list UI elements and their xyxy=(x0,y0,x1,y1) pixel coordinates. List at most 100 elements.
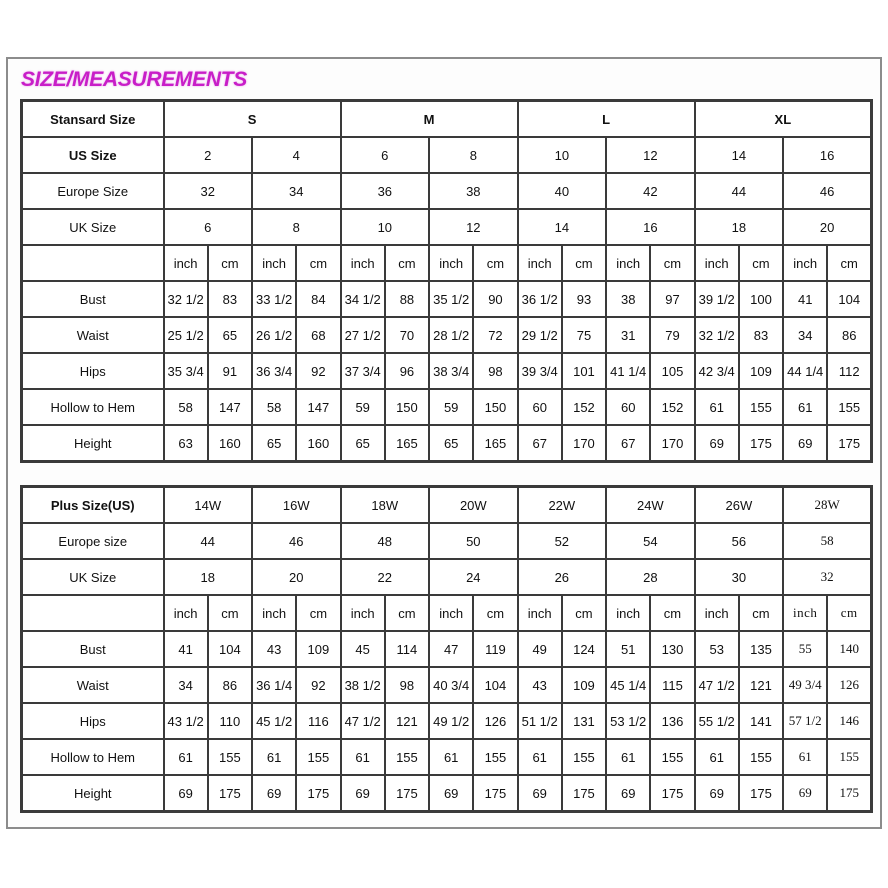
unit-header-inch: inch xyxy=(516,244,563,283)
size-value: 48 xyxy=(339,522,431,561)
measure-value: 69 xyxy=(251,774,298,813)
unit-header-cm: cm xyxy=(560,594,608,633)
row-label: Waist xyxy=(20,666,165,705)
measure-value: 68 xyxy=(295,316,342,355)
size-value: 2 xyxy=(162,136,253,175)
measure-value: 175 xyxy=(472,774,519,813)
size-value: 44 xyxy=(693,172,785,211)
measure-value: 175 xyxy=(826,774,873,813)
measure-value: 38 1/2 xyxy=(339,666,386,705)
size-value: 42 xyxy=(605,172,696,211)
size-value: 4 xyxy=(251,136,342,175)
measure-value: 53 xyxy=(693,630,740,669)
measure-value: 175 xyxy=(383,774,431,813)
measure-value: 160 xyxy=(206,424,254,463)
measure-value: 63 xyxy=(162,424,209,463)
unit-header-cm: cm xyxy=(826,244,873,283)
unit-header-cm: cm xyxy=(826,594,873,633)
plus-size-16w: 16W xyxy=(251,485,342,525)
measure-value: 61 xyxy=(251,738,298,777)
measure-value: 109 xyxy=(295,630,342,669)
size-value: 36 xyxy=(339,172,431,211)
unit-header-inch: inch xyxy=(782,594,829,633)
plus-measure-row: Hollow to Hem 61 155 61 155 61 155 61 155 61 155 61… xyxy=(20,738,873,777)
measure-value: 115 xyxy=(649,666,696,705)
measure-value: 84 xyxy=(295,280,342,319)
unit-header-inch: inch xyxy=(782,244,829,283)
measure-value: 112 xyxy=(826,352,873,391)
measure-value: 140 xyxy=(826,630,873,669)
plus-measure-row: Bust 41 104 43 109 45 114 47 119 49 124 51 130 53 135 5… xyxy=(20,630,873,669)
unit-row-spacer xyxy=(20,594,165,633)
unit-header-cm: cm xyxy=(206,244,254,283)
measure-value: 92 xyxy=(295,352,342,391)
measure-value: 43 xyxy=(251,630,298,669)
size-value: 58 xyxy=(782,522,873,561)
measure-value: 41 xyxy=(782,280,829,319)
measure-value: 42 3/4 xyxy=(693,352,740,391)
measure-value: 126 xyxy=(472,702,519,741)
unit-header-inch: inch xyxy=(162,244,209,283)
measure-value: 69 xyxy=(516,774,563,813)
measure-value: 116 xyxy=(295,702,342,741)
plus-size-26w: 26W xyxy=(693,485,785,525)
plus-size-24w: 24W xyxy=(605,485,696,525)
measure-value: 175 xyxy=(295,774,342,813)
measure-value: 155 xyxy=(206,738,254,777)
measure-value: 131 xyxy=(560,702,608,741)
measure-value: 155 xyxy=(737,738,785,777)
measure-value: 124 xyxy=(560,630,608,669)
measure-value: 155 xyxy=(826,388,873,427)
measure-value: 104 xyxy=(826,280,873,319)
measure-value: 155 xyxy=(560,738,608,777)
measure-value: 150 xyxy=(472,388,519,427)
size-value: 46 xyxy=(251,522,342,561)
plus-size-table: Plus Size(US) 14W 16W 18W 20W 22W 24W 26W 28W Eur… xyxy=(20,485,874,814)
measure-value: 61 xyxy=(782,388,829,427)
measure-value: 170 xyxy=(649,424,696,463)
measure-value: 135 xyxy=(737,630,785,669)
standard-size-row: US Size 2 4 6 8 10 12 14 16 xyxy=(20,136,873,175)
size-group-l: L xyxy=(516,99,696,139)
unit-header-inch: inch xyxy=(250,244,298,283)
plus-size-row: UK Size 18 20 22 24 26 28 30 32 xyxy=(20,558,873,597)
measure-value: 47 1/2 xyxy=(339,702,386,741)
measure-value: 32 1/2 xyxy=(693,316,740,355)
size-value: 20 xyxy=(782,208,873,247)
unit-header-inch: inch xyxy=(339,594,386,633)
unit-header-inch: inch xyxy=(516,594,563,633)
measure-value: 61 xyxy=(339,738,386,777)
measure-value: 49 xyxy=(516,630,563,669)
measure-value: 175 xyxy=(826,424,873,463)
measure-value: 47 xyxy=(428,630,475,669)
row-label: Hollow to Hem xyxy=(20,388,165,427)
measure-value: 65 xyxy=(428,424,475,463)
standard-measure-row: Bust 32 1/2 83 33 1/2 84 34 1/2 88 35 1/2 90 36 1… xyxy=(20,280,873,319)
size-value: 54 xyxy=(605,522,696,561)
measure-value: 49 3/4 xyxy=(782,666,829,705)
measure-value: 67 xyxy=(516,424,563,463)
plus-size-20w: 20W xyxy=(428,485,519,525)
measure-value: 88 xyxy=(383,280,431,319)
measure-value: 57 1/2 xyxy=(782,702,829,741)
plus-size-header-row: Plus Size(US) 14W 16W 18W 20W 22W 24W 26W 28W xyxy=(20,485,873,525)
unit-header-inch: inch xyxy=(339,244,386,283)
row-label: US Size xyxy=(20,136,165,175)
unit-header-cm: cm xyxy=(649,244,696,283)
measure-value: 69 xyxy=(782,424,829,463)
measure-value: 69 xyxy=(693,424,740,463)
measure-value: 126 xyxy=(826,666,873,705)
measure-value: 98 xyxy=(383,666,431,705)
row-label: Hips xyxy=(20,702,165,741)
measure-value: 34 xyxy=(782,316,829,355)
measure-value: 39 1/2 xyxy=(693,280,740,319)
size-value: 34 xyxy=(251,172,342,211)
measure-value: 114 xyxy=(383,630,431,669)
size-value: 20 xyxy=(251,558,342,597)
measure-value: 175 xyxy=(560,774,608,813)
measure-value: 55 1/2 xyxy=(693,702,740,741)
measure-value: 86 xyxy=(826,316,873,355)
measure-value: 175 xyxy=(206,774,254,813)
measure-value: 91 xyxy=(206,352,254,391)
size-value: 10 xyxy=(516,136,608,175)
